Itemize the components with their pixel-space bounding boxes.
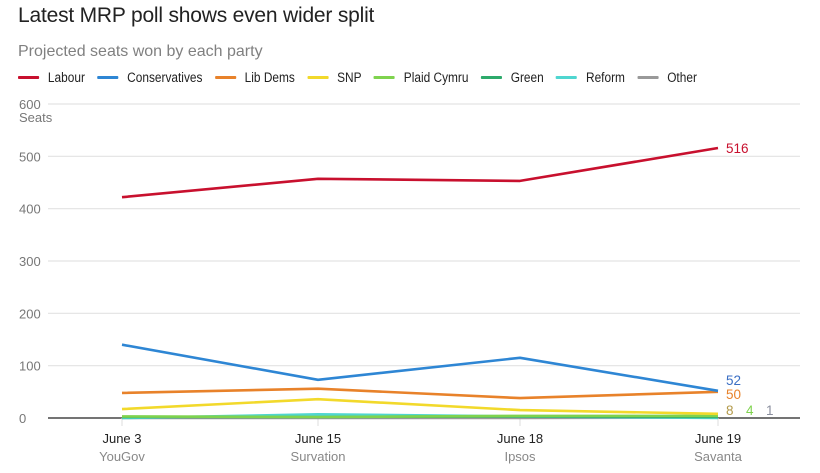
legend-label: Conservatives xyxy=(127,70,203,85)
y-tick-label: 600 xyxy=(19,97,41,112)
y-tick-label: 200 xyxy=(19,306,41,321)
end-label-labour: 516 xyxy=(726,141,749,156)
legend-item-reform: Reform xyxy=(556,70,625,85)
x-tick-date: June 15 xyxy=(295,431,341,446)
x-tick-pollster: Ipsos xyxy=(504,449,536,464)
legend-swatch xyxy=(637,76,659,79)
legend-item-conservatives: Conservatives xyxy=(97,70,202,85)
series-line-plaid-cymru xyxy=(121,414,718,419)
chart-title: Latest MRP poll shows even wider split xyxy=(18,4,375,27)
y-tick-label: 100 xyxy=(19,359,41,374)
gridlines xyxy=(48,103,800,419)
chart-legend: Labour Conservatives Lib Dems SNP Plaid Cymr… xyxy=(18,70,709,85)
legend-item-labour: Labour xyxy=(18,70,85,85)
x-tick-pollster: Survation xyxy=(291,449,346,464)
y-tick-label: 400 xyxy=(19,202,41,217)
series-line-labour xyxy=(121,146,719,199)
legend-item-green: Green xyxy=(480,70,544,85)
legend-swatch xyxy=(18,76,40,79)
x-tick-date: June 18 xyxy=(497,431,543,446)
series-line-conservatives xyxy=(121,343,719,393)
legend-label: Reform xyxy=(585,70,625,85)
end-label-plaid-cymru: 4 xyxy=(746,403,754,418)
y-tick-label: 500 xyxy=(19,149,41,164)
legend-swatch xyxy=(307,76,329,79)
legend-swatch xyxy=(373,76,395,79)
legend-item-other: Other xyxy=(637,70,697,85)
y-tick-label: 300 xyxy=(19,254,41,269)
x-tick-date: June 19 xyxy=(695,431,741,446)
legend-swatch xyxy=(480,76,502,79)
y-axis-label: Seats xyxy=(19,110,53,125)
x-tick-pollster: YouGov xyxy=(99,449,145,464)
end-label-other: 1 xyxy=(766,403,774,418)
legend-label: Other xyxy=(667,70,697,85)
series-lines xyxy=(121,146,719,420)
end-label-snp: 8 xyxy=(726,403,734,418)
x-axis: June 3 YouGov June 15 Survation June 18 Ipsos… xyxy=(99,418,743,464)
legend-item-lib-dems: Lib Dems xyxy=(214,70,295,85)
end-label-lib-dems: 50 xyxy=(726,387,741,402)
series-line-lib-dems xyxy=(121,387,719,400)
legend-swatch xyxy=(214,76,236,79)
legend-swatch xyxy=(556,76,578,79)
end-label-conservatives: 52 xyxy=(726,373,741,388)
x-tick-date: June 3 xyxy=(102,431,141,446)
y-tick-label: 0 xyxy=(19,411,26,426)
series-line-snp xyxy=(121,397,719,416)
legend-item-plaid-cymru: Plaid Cymru xyxy=(373,70,469,85)
chart-subtitle: Projected seats won by each party xyxy=(18,43,263,60)
legend-label: Lib Dems xyxy=(244,70,295,85)
legend-label: Green xyxy=(510,70,544,85)
x-tick-pollster: Savanta xyxy=(694,449,742,464)
legend-label: Plaid Cymru xyxy=(403,70,469,85)
legend-label: Labour xyxy=(47,70,85,85)
legend-label: SNP xyxy=(337,70,362,85)
legend-swatch xyxy=(97,76,119,79)
legend-item-snp: SNP xyxy=(307,70,362,85)
y-axis-ticks: 0 100 200 300 400 500 600 xyxy=(19,97,41,426)
